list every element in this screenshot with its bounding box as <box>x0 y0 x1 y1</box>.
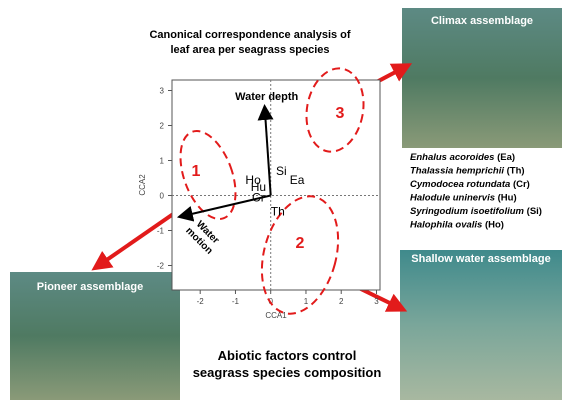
x-tick-label: -1 <box>232 297 240 306</box>
species-point: Si <box>276 164 287 178</box>
conclusion: Abiotic factors control seagrass species … <box>193 348 382 380</box>
species-point: Ea <box>290 173 305 187</box>
species-point: Hu <box>251 180 266 194</box>
species-entry: Enhalus acoroides (Ea) <box>410 152 515 163</box>
species-point: Th <box>271 204 285 218</box>
photo-shallow <box>400 250 562 400</box>
x-tick-label: 0 <box>268 297 273 306</box>
species-entry: Halophila ovalis (Ho) <box>410 220 504 231</box>
group-ellipse <box>260 195 340 315</box>
x-tick-label: 3 <box>374 297 379 306</box>
title-line: leaf area per seagrass species <box>170 44 329 56</box>
chart-title: Canonical correspondence analysis of leaf… <box>149 29 350 56</box>
group-label: 2 <box>296 235 305 252</box>
species-code: (Th) <box>507 166 525 177</box>
group-label: 1 <box>192 163 201 180</box>
species-entry: Cymodocea rotundata (Cr) <box>410 179 530 190</box>
species-point: Ho <box>245 173 261 187</box>
x-tick-label: 2 <box>339 297 344 306</box>
group-ellipse <box>305 67 365 153</box>
species-name: Halodule uninervis <box>410 193 495 204</box>
photo-caption: Shallow water assemblage <box>411 253 550 265</box>
photo-caption: Climax assemblage <box>431 15 533 27</box>
species-name: Enhalus acoroides <box>410 152 494 163</box>
y-tick-label: 3 <box>160 87 165 96</box>
y-axis-label: CCA2 <box>138 174 147 196</box>
species-code: (Cr) <box>513 179 530 190</box>
env-vector <box>176 194 271 222</box>
species-code: (Si) <box>527 206 542 217</box>
species-entry: Halodule uninervis (Hu) <box>410 193 517 204</box>
species-name: Halophila ovalis <box>410 220 482 231</box>
plot-frame <box>171 79 381 291</box>
x-tick-label: 1 <box>304 297 309 306</box>
species-point: Cr <box>252 190 265 204</box>
conclusion-line: seagrass species composition <box>193 365 382 380</box>
y-tick-label: 1 <box>160 157 165 166</box>
group-label: 3 <box>336 105 345 122</box>
y-tick-label: 0 <box>160 192 165 201</box>
species-entry: Syringodium isoetifolium (Si) <box>410 206 542 217</box>
conclusion-line: Abiotic factors control <box>218 348 357 363</box>
y-tick-label: -1 <box>157 227 165 236</box>
photo-caption: Pioneer assemblage <box>37 281 143 293</box>
env-vector <box>257 104 274 196</box>
y-tick-label: 2 <box>160 122 165 131</box>
photo-climax <box>402 8 562 148</box>
x-tick-label: -2 <box>197 297 205 306</box>
species-code: (Ho) <box>485 220 504 231</box>
species-name: Syringodium isoetifolium <box>410 206 525 217</box>
species-name: Cymodocea rotundata <box>410 179 510 190</box>
y-tick-label: -2 <box>157 262 165 271</box>
vector-label: Water depth <box>235 91 298 103</box>
photo-pioneer <box>10 272 180 400</box>
group-ellipse <box>179 130 237 220</box>
species-code: (Hu) <box>498 193 517 204</box>
x-axis-label: CCA1 <box>265 311 287 320</box>
species-name: Thalassia hemprichii <box>410 166 504 177</box>
species-entry: Thalassia hemprichii (Th) <box>410 166 525 177</box>
species-code: (Ea) <box>497 152 515 163</box>
title-line: Canonical correspondence analysis of <box>149 29 350 41</box>
